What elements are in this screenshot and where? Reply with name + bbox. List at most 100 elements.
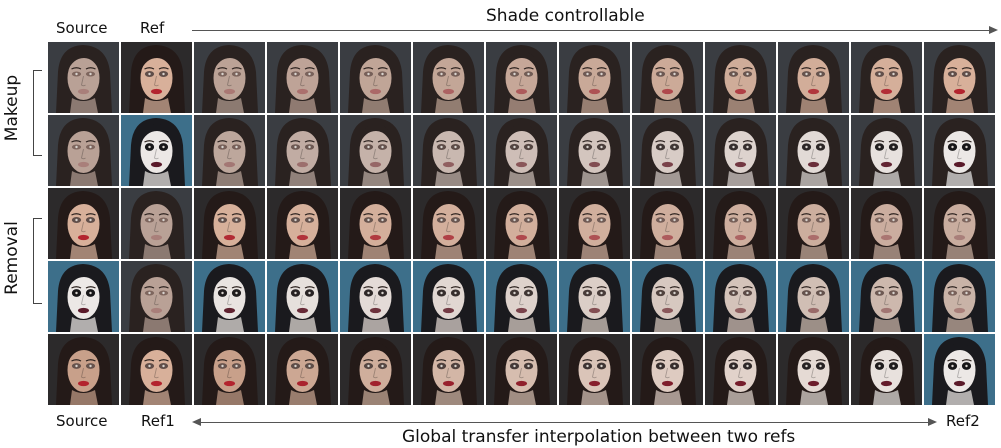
makeup-row-1-step-8 [705,42,776,113]
face-image [340,188,411,259]
face-image [413,115,484,186]
removal-bracket [33,218,42,304]
face-image [778,115,849,186]
face-image [486,261,557,332]
interp-arrow-line [200,422,928,423]
removal-row-2-step-1 [194,261,265,332]
shade-controllable-title: Shade controllable [486,6,645,26]
interp-title: Global transfer interpolation between tw… [402,427,796,447]
face-image [413,334,484,405]
face-image [632,261,703,332]
top-ref-label: Ref [140,19,165,37]
face-image [267,334,338,405]
makeup-row-2-step-10 [851,115,922,186]
interp-row-step-4 [413,334,484,405]
removal-row-2-step-11 [924,261,995,332]
removal-row-2-source [48,261,119,332]
removal-row-1-step-10 [851,188,922,259]
makeup-row-1-step-5 [486,42,557,113]
face-image [705,334,776,405]
makeup-row-2-step-7 [632,115,703,186]
removal-row-2-step-7 [632,261,703,332]
removal-row-2-step-10 [851,261,922,332]
face-image [559,42,630,113]
face-image [486,42,557,113]
interp-row-step-9 [778,334,849,405]
interp-row-step-8 [705,334,776,405]
face-image [267,261,338,332]
removal-row-1-step-9 [778,188,849,259]
removal-row-2-step-3 [340,261,411,332]
face-image [48,188,119,259]
interp-row-step-5 [486,334,557,405]
makeup-row-1-step-9 [778,42,849,113]
makeup-row-1-step-10 [851,42,922,113]
face-image [194,115,265,186]
removal-row-2-step-9 [778,261,849,332]
makeup-row-2-step-3 [340,115,411,186]
makeup-row-2-source [48,115,119,186]
face-image [559,188,630,259]
face-image [705,188,776,259]
makeup-row-1-step-6 [559,42,630,113]
makeup-row-2-step-6 [559,115,630,186]
face-image [851,115,922,186]
face-image [851,261,922,332]
face-image [924,334,995,405]
face-image [413,261,484,332]
makeup-group-label: Makeup [2,74,22,142]
face-image [851,188,922,259]
makeup-row-1-step-1 [194,42,265,113]
makeup-bracket [33,70,42,156]
face-image [194,334,265,405]
face-image [705,261,776,332]
face-image [559,334,630,405]
interp-row-ref [121,334,192,405]
makeup-row-1-step-2 [267,42,338,113]
face-image [121,115,192,186]
removal-row-1-step-6 [559,188,630,259]
face-image [194,42,265,113]
face-image [48,115,119,186]
interp-row-step-1 [194,334,265,405]
face-image [632,188,703,259]
face-image [924,261,995,332]
makeup-row-2-ref [121,115,192,186]
face-image [48,261,119,332]
face-image [632,115,703,186]
removal-row-1-step-11 [924,188,995,259]
makeup-row-2-step-8 [705,115,776,186]
removal-row-1-step-1 [194,188,265,259]
face-image [340,261,411,332]
face-image [267,42,338,113]
face-image [486,334,557,405]
face-image [413,188,484,259]
interp-arrow-head-right [928,418,937,426]
makeup-row-2-step-2 [267,115,338,186]
face-image [340,42,411,113]
top-source-label: Source [56,19,108,37]
makeup-row-1-step-4 [413,42,484,113]
face-image [121,188,192,259]
removal-row-1-step-4 [413,188,484,259]
removal-row-2-step-4 [413,261,484,332]
interp-row-ref2 [924,334,995,405]
bottom-source-label: Source [56,412,108,430]
face-image [778,42,849,113]
interp-row-step-10 [851,334,922,405]
makeup-row-1-step-3 [340,42,411,113]
interp-row-step-3 [340,334,411,405]
removal-row-1-ref [121,188,192,259]
face-image [48,42,119,113]
interp-row-step-6 [559,334,630,405]
shade-arrow-head [989,26,998,34]
face-image [121,334,192,405]
makeup-row-2-step-4 [413,115,484,186]
removal-row-2-step-8 [705,261,776,332]
makeup-row-2-step-11 [924,115,995,186]
face-image [705,115,776,186]
face-image [778,188,849,259]
removal-row-1-step-7 [632,188,703,259]
bottom-ref1-label: Ref1 [141,412,175,430]
face-image [924,188,995,259]
